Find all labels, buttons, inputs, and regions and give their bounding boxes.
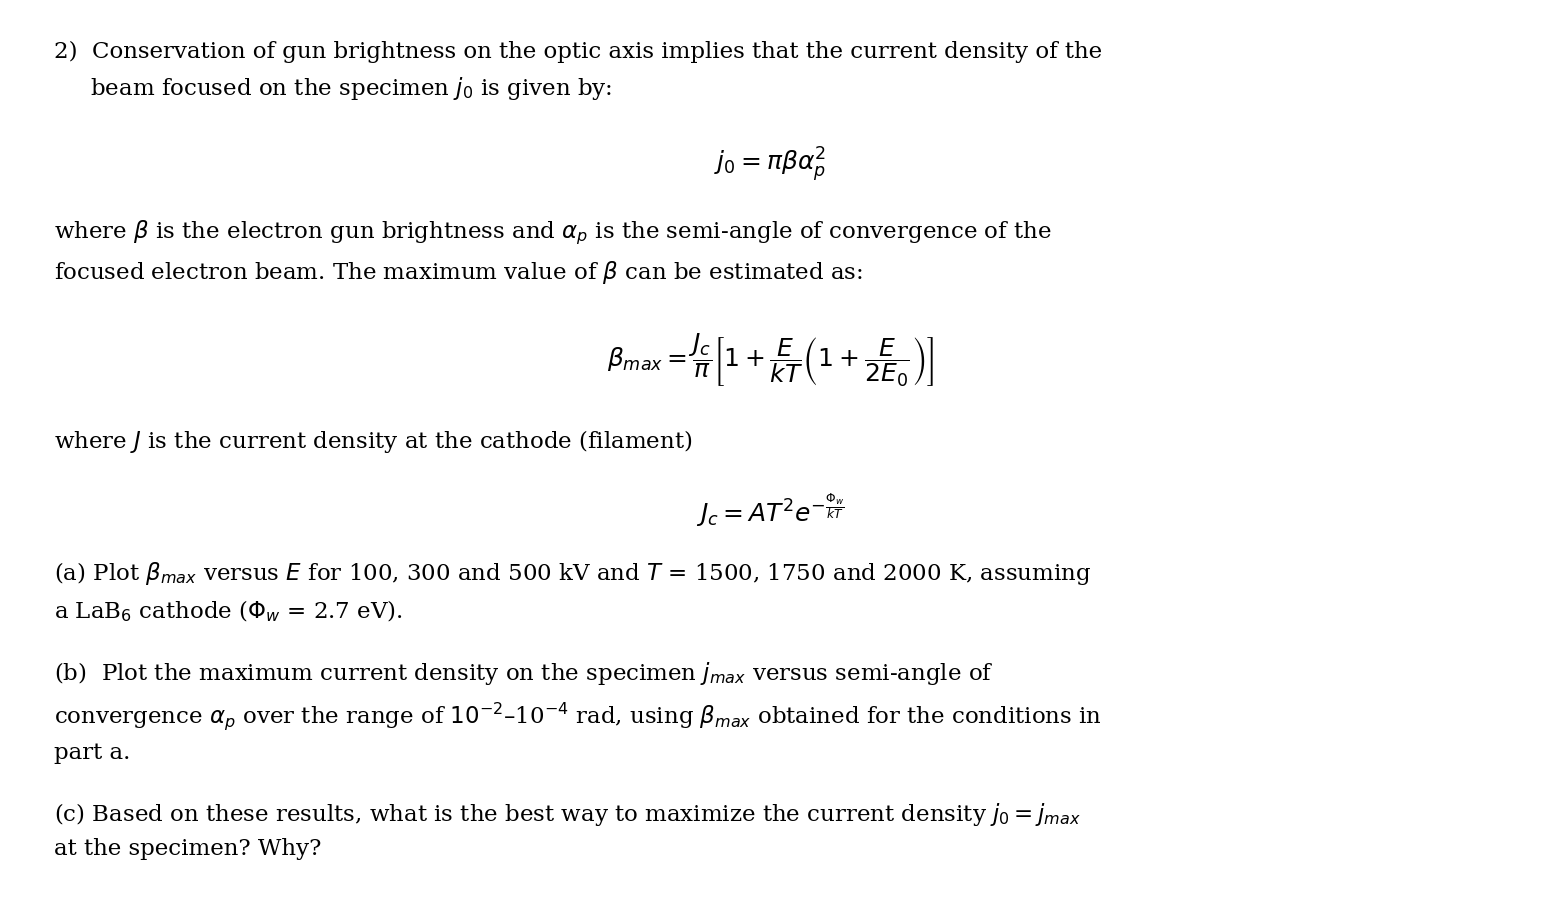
Text: $j_0 = \pi\beta\alpha_p^2$: $j_0 = \pi\beta\alpha_p^2$ <box>715 146 826 185</box>
Text: $J_c = AT^2e^{-\frac{\Phi_w}{kT}}$: $J_c = AT^2e^{-\frac{\Phi_w}{kT}}$ <box>697 491 844 529</box>
Text: $\beta_{max} = \dfrac{J_c}{\pi}\left[1 + \dfrac{E}{kT}\left(1 + \dfrac{E}{2E_0}\: $\beta_{max} = \dfrac{J_c}{\pi}\left[1 +… <box>607 332 934 389</box>
Text: (a) Plot $\beta_{max}$ versus $E$ for 100, 300 and 500 kV and $T$ = 1500, 1750 a: (a) Plot $\beta_{max}$ versus $E$ for 10… <box>54 560 1091 624</box>
Text: where $\beta$ is the electron gun brightness and $\alpha_p$ is the semi-angle of: where $\beta$ is the electron gun bright… <box>54 218 1051 286</box>
Text: (b)  Plot the maximum current density on the specimen $j_{max}$ versus semi-angl: (b) Plot the maximum current density on … <box>54 660 1102 764</box>
Text: where $J$ is the current density at the cathode (filament): where $J$ is the current density at the … <box>54 428 692 455</box>
Text: 2)  Conservation of gun brightness on the optic axis implies that the current de: 2) Conservation of gun brightness on the… <box>54 41 1102 102</box>
Text: (c) Based on these results, what is the best way to maximize the current density: (c) Based on these results, what is the … <box>54 801 1080 860</box>
